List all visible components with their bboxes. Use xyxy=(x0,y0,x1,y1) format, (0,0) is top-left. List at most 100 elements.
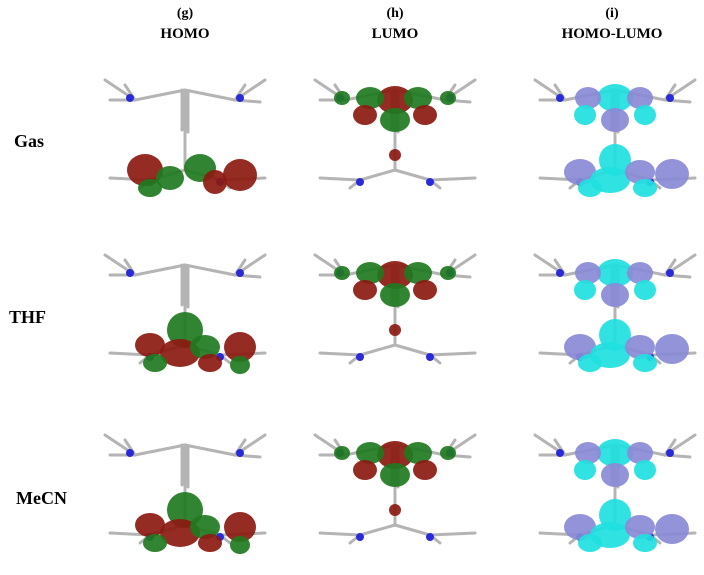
column-title: LUMO xyxy=(371,26,419,42)
orbital-lobe xyxy=(143,534,167,552)
nitrogen-atom xyxy=(426,353,434,361)
density-lobe xyxy=(597,439,633,467)
nitrogen-atom xyxy=(356,178,364,186)
nitrogen-atom xyxy=(666,269,674,277)
molecule-skeleton xyxy=(103,433,267,545)
orbital-lobes xyxy=(334,261,456,336)
nitrogen-atom xyxy=(426,178,434,186)
orbital-lobe xyxy=(389,504,401,516)
density-lobe xyxy=(574,280,596,300)
density-lobe xyxy=(575,87,601,109)
orbital-lobe xyxy=(356,262,384,284)
orbital-lobe xyxy=(190,515,220,539)
density-lobe xyxy=(625,515,655,539)
orbital-lobe xyxy=(404,87,432,109)
density-lobe xyxy=(597,84,633,112)
density-lobe xyxy=(564,159,596,185)
orbital-lobe xyxy=(377,441,413,469)
nitrogen-atom xyxy=(356,353,364,361)
bond-line xyxy=(428,176,477,182)
nitrogen-atom xyxy=(556,94,564,102)
density-lobe xyxy=(575,442,601,464)
orbital-panel-diff xyxy=(520,415,704,575)
orbital-lobe xyxy=(389,324,401,336)
orbital-lobes xyxy=(334,86,456,161)
bond-line xyxy=(318,176,362,182)
orbital-lobe xyxy=(353,105,377,125)
orbital-figure xyxy=(313,433,477,545)
orbital-figure xyxy=(533,433,697,552)
orbital-lobe xyxy=(356,442,384,464)
density-lobe xyxy=(634,105,656,125)
orbital-lobe xyxy=(143,354,167,372)
nitrogen-atom xyxy=(556,269,564,277)
density-lobe xyxy=(655,514,689,544)
orbital-figure xyxy=(103,78,267,197)
density-lobe xyxy=(633,354,657,372)
bond-line xyxy=(358,343,397,357)
orbital-lobe xyxy=(138,179,162,197)
orbital-lobes xyxy=(564,439,689,552)
orbital-lobe xyxy=(413,460,437,480)
orbital-lobe xyxy=(377,86,413,114)
column-header-homo-lumo: (i) HOMO-LUMO xyxy=(542,4,682,44)
bond-line xyxy=(428,351,477,357)
bond-line xyxy=(358,168,397,182)
orbital-lobe xyxy=(230,356,250,374)
orbital-lobes xyxy=(135,492,256,554)
density-lobe xyxy=(627,87,653,109)
column-letter: (h) xyxy=(386,6,404,21)
orbital-lobe xyxy=(190,335,220,359)
orbital-lobe xyxy=(127,154,163,186)
density-lobe xyxy=(655,159,689,189)
orbital-lobe xyxy=(334,446,350,460)
column-header-lumo: (h) LUMO xyxy=(325,4,465,44)
density-lobe xyxy=(578,179,602,197)
density-lobe xyxy=(633,179,657,197)
orbital-lobe xyxy=(404,262,432,284)
density-lobe xyxy=(601,463,629,487)
orbital-lobe xyxy=(404,442,432,464)
orbital-panel-homo xyxy=(90,235,280,395)
bond-line xyxy=(318,531,362,537)
orbital-panel-homo xyxy=(90,415,280,575)
nitrogen-atom xyxy=(126,449,134,457)
column-header-homo: (g) HOMO xyxy=(115,4,255,44)
orbital-lobes xyxy=(564,84,689,197)
density-lobe xyxy=(601,283,629,307)
orbital-lobe xyxy=(156,166,184,190)
orbital-lobe xyxy=(440,446,456,460)
orbital-lobe xyxy=(377,261,413,289)
orbital-lobe xyxy=(380,463,410,487)
density-lobe xyxy=(597,259,633,287)
orbital-lobe xyxy=(230,536,250,554)
bond-line xyxy=(133,88,187,102)
orbital-lobes xyxy=(127,154,257,197)
orbital-lobe xyxy=(389,149,401,161)
density-lobe xyxy=(634,280,656,300)
column-letter: (g) xyxy=(176,6,194,21)
nitrogen-atom xyxy=(236,449,244,457)
bond-line xyxy=(358,523,397,537)
bond-line xyxy=(133,263,187,277)
orbital-panel-diff xyxy=(520,60,704,220)
orbital-lobe xyxy=(135,333,165,357)
orbital-figure xyxy=(103,433,267,554)
orbital-figure xyxy=(533,253,697,372)
orbital-lobe xyxy=(135,513,165,537)
bond-line xyxy=(428,531,477,537)
density-lobe xyxy=(578,354,602,372)
density-lobe xyxy=(564,514,596,540)
orbital-lobe xyxy=(198,354,222,372)
bond-line xyxy=(318,351,362,357)
density-lobe xyxy=(634,460,656,480)
density-lobe xyxy=(578,534,602,552)
column-title: HOMO xyxy=(160,26,210,42)
density-lobe xyxy=(627,262,653,284)
row-label-gas: Gas xyxy=(14,131,45,151)
density-lobe xyxy=(601,108,629,132)
orbital-lobes xyxy=(564,259,689,372)
bond-line xyxy=(393,523,432,537)
orbital-lobe xyxy=(353,460,377,480)
orbital-lobe xyxy=(198,534,222,552)
